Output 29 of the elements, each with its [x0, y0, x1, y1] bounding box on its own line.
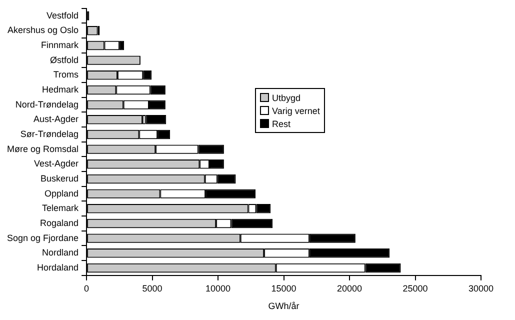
- y-tick-label: Finnmark: [41, 40, 80, 50]
- y-tick-label: Rogaland: [40, 218, 79, 228]
- x-tick-label: 15000: [271, 283, 296, 294]
- y-tick-label: Oppland: [44, 188, 79, 198]
- legend-label: Varig vernet: [272, 106, 320, 116]
- legend-label: Utbygd: [272, 92, 301, 102]
- legend-label: Rest: [272, 118, 291, 128]
- x-tick-label: 10000: [206, 283, 231, 294]
- y-tick-label: Nord-Trøndelag: [15, 99, 79, 110]
- y-tick-label: Møre og Romsdal: [7, 144, 79, 154]
- y-tick-label: Sør-Trøndelag: [20, 128, 79, 139]
- y-tick-label: Aust-Agder: [34, 114, 79, 124]
- y-tick-label: Nordland: [42, 248, 79, 258]
- x-tick-label: 25000: [402, 283, 428, 294]
- x-tick-label: 20000: [337, 283, 362, 294]
- y-tick-label: Østfold: [50, 54, 79, 65]
- y-tick-label: Akershus og Oslo: [8, 25, 79, 36]
- x-tick-label: 30000: [468, 283, 494, 294]
- x-tick-label: 0: [84, 283, 90, 294]
- x-tick-label: 5000: [142, 283, 162, 294]
- x-axis-title: GWh/år: [268, 301, 300, 312]
- y-tick-label: Vestfold: [46, 10, 79, 20]
- y-tick-label: Hordaland: [37, 262, 79, 272]
- y-tick-label: Hedmark: [42, 84, 80, 94]
- y-tick-label: Troms: [53, 70, 80, 80]
- y-tick-label: Vest-Agder: [34, 158, 79, 169]
- y-tick-label: Telemark: [42, 203, 80, 214]
- y-tick-label: Sogn og Fjordane: [6, 232, 79, 243]
- y-tick-label: Buskerud: [40, 173, 79, 184]
